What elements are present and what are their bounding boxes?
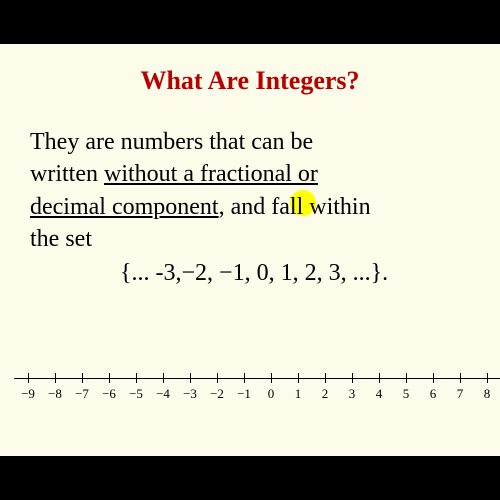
tick: [406, 373, 407, 383]
tick-label: 3: [349, 386, 356, 402]
tick-label: 0: [268, 386, 275, 402]
tick: [82, 373, 83, 383]
tick-label: 6: [430, 386, 437, 402]
tick: [298, 373, 299, 383]
tick: [163, 373, 164, 383]
tick-label: −9: [21, 386, 35, 402]
tick-label: −6: [102, 386, 116, 402]
number-line-ticks: [14, 373, 500, 383]
body-line-1: They are numbers that can be: [30, 126, 500, 158]
number-line: −9 −8 −7 −6 −5 −4 −3 −2 −1 0 1 2 3 4 5 6 7 8: [14, 368, 500, 412]
set-notation: {... -3,−2, −1, 0, 1, 2, 3, ...}.: [30, 260, 500, 287]
tick: [55, 373, 56, 383]
tick: [28, 373, 29, 383]
body-text: They are numbers that can be written wit…: [30, 126, 500, 256]
tick-label: −5: [129, 386, 143, 402]
tick-label: 1: [295, 386, 302, 402]
tick-label: −8: [48, 386, 62, 402]
tick: [379, 373, 380, 383]
tick: [433, 373, 434, 383]
tick: [109, 373, 110, 383]
tick: [325, 373, 326, 383]
tick-label: 5: [403, 386, 410, 402]
slide: What Are Integers? They are numbers that…: [0, 44, 500, 456]
tick: [244, 373, 245, 383]
tick: [217, 373, 218, 383]
tick-label: 7: [457, 386, 464, 402]
body-line-4: the set: [30, 223, 500, 255]
tick: [271, 373, 272, 383]
tick-label: −2: [210, 386, 224, 402]
tick-label: 4: [376, 386, 383, 402]
body-line-3: decimal component, and fall within: [30, 191, 500, 223]
tick-label: 2: [322, 386, 329, 402]
tick-label: −1: [237, 386, 251, 402]
slide-title: What Are Integers?: [30, 66, 500, 96]
tick: [136, 373, 137, 383]
tick: [352, 373, 353, 383]
tick-label: −3: [183, 386, 197, 402]
body-line-2: written without a fractional or: [30, 158, 500, 190]
tick-label: −7: [75, 386, 89, 402]
tick: [487, 373, 488, 383]
tick: [190, 373, 191, 383]
tick: [460, 373, 461, 383]
tick-label: −4: [156, 386, 170, 402]
tick-label: 8: [484, 386, 491, 402]
